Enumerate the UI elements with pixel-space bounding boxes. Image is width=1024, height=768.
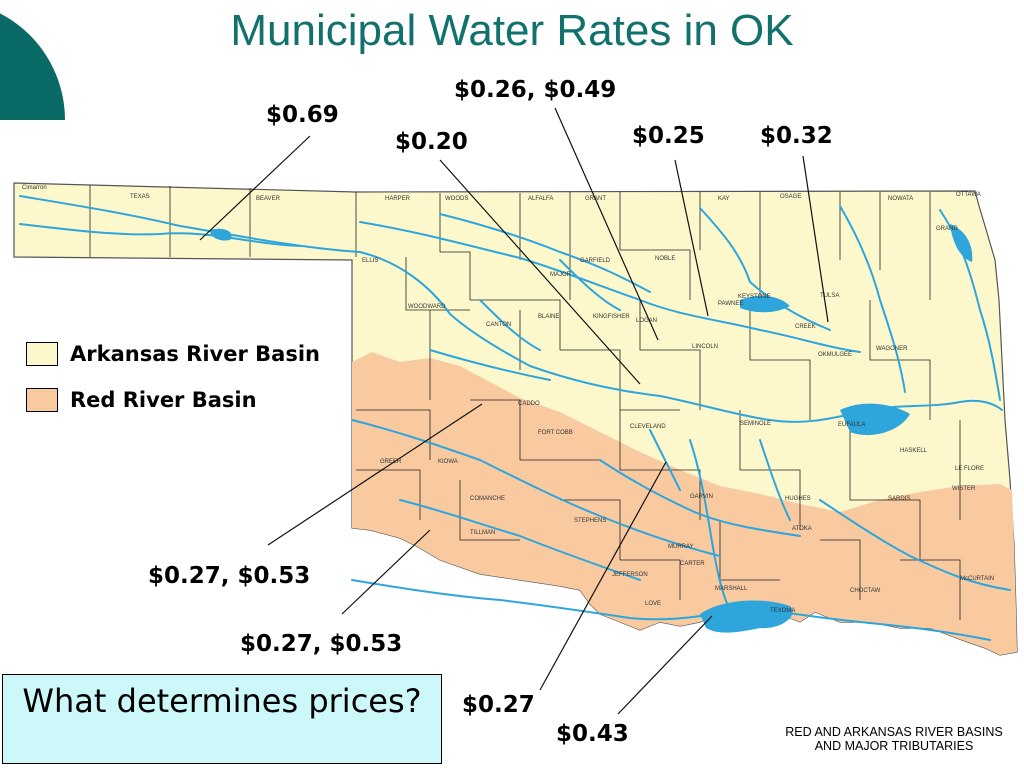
- map-label: TULSA: [820, 293, 839, 299]
- rate-label-texoma: $0.43: [556, 721, 629, 747]
- page-title: Municipal Water Rates in OK: [230, 6, 794, 55]
- map-label: BEAVER: [256, 196, 281, 202]
- rate-label-stillwater: $0.25: [632, 123, 705, 149]
- map-label: TEXAS: [130, 194, 150, 200]
- map-label: EUFAULA: [838, 422, 865, 428]
- lake-grand: [950, 224, 973, 262]
- lake-eufaula: [840, 403, 910, 436]
- map-label: LINCOLN: [692, 344, 718, 350]
- map-label: GREER: [380, 459, 402, 465]
- leader-line: [674, 159, 709, 317]
- map-label: OTTAWA: [956, 192, 981, 198]
- leader-line: [802, 155, 829, 323]
- corner-decoration: [0, 0, 66, 120]
- map-label: KINGFISHER: [593, 314, 630, 320]
- leader-line: [539, 461, 667, 691]
- map-label: KIOWA: [438, 459, 458, 465]
- lake-texas-county: [210, 228, 232, 241]
- leader-line: [617, 615, 713, 715]
- legend-item-arkansas: Arkansas River Basin: [26, 331, 320, 377]
- map-label: WOODS: [445, 196, 468, 202]
- map-label: WOODWARD: [408, 304, 446, 310]
- map-label: CREEK: [795, 324, 816, 330]
- map-label: CADDO: [518, 401, 540, 407]
- lakes: [210, 224, 973, 633]
- question-box: What determines prices?: [2, 674, 442, 764]
- leader-line: [439, 159, 641, 385]
- map-label: TILLMAN: [470, 530, 495, 536]
- map-label: CHOCTAW: [850, 588, 881, 594]
- leader-line: [341, 529, 431, 615]
- map-label: SARDIS: [888, 496, 910, 502]
- map-caption: RED AND ARKANSAS RIVER BASINS AND MAJOR …: [776, 725, 1012, 753]
- map-label: ELLIS: [362, 258, 378, 264]
- leader-line: [267, 403, 483, 546]
- legend-swatch-arkansas: [26, 342, 58, 366]
- caption-line: AND MAJOR TRIBUTARIES: [814, 739, 974, 753]
- map-label: GRAND: [936, 226, 958, 232]
- map-label: HUGHES: [785, 496, 811, 502]
- rate-label-tulsa: $0.32: [760, 123, 833, 149]
- leader-line: [554, 107, 659, 341]
- legend-label: Arkansas River Basin: [70, 342, 320, 366]
- map-label: PAWNEE: [718, 301, 743, 307]
- map-label: WAGONER: [876, 346, 908, 352]
- legend-swatch-red: [26, 388, 58, 412]
- map-label: LOVE: [645, 601, 661, 607]
- map-label: GARFIELD: [580, 258, 611, 264]
- legend-item-red: Red River Basin: [26, 377, 320, 423]
- rate-label-altus-1: $0.27, $0.53: [148, 563, 311, 589]
- lake-keystone: [740, 295, 790, 313]
- county-boundaries: [89, 185, 961, 620]
- map-label: STEPHENS: [574, 518, 606, 524]
- corner-arc: [0, 13, 65, 120]
- map-label: COMANCHE: [470, 496, 505, 502]
- map-label: MAJOR: [550, 272, 572, 278]
- map-label: OKMULGEE: [818, 352, 852, 358]
- map-label: McCURTAIN: [960, 576, 994, 582]
- map-label: FORT COBB: [538, 430, 573, 436]
- map-label: CLEVELAND: [630, 424, 666, 430]
- rate-label-guymon: $0.69: [266, 102, 339, 128]
- map-label: HASKELL: [900, 448, 928, 454]
- map-label: LE FLORE: [955, 466, 984, 472]
- map-label: WISTER: [952, 486, 976, 492]
- map-label: JEFFERSON: [612, 572, 648, 578]
- map-label: BLAINE: [538, 314, 559, 320]
- map-label: GARVIN: [690, 494, 713, 500]
- map-label: MARSHALL: [715, 586, 748, 592]
- rate-label-enid: $0.26, $0.49: [454, 77, 617, 103]
- map-label: CARTER: [680, 561, 705, 567]
- leader-lines: [199, 107, 829, 715]
- map-label: ATOKA: [792, 526, 812, 532]
- map-label: CANTON: [486, 322, 511, 328]
- map-label: OSAGE: [780, 194, 801, 200]
- rate-label-altus-2: $0.27, $0.53: [240, 631, 403, 657]
- map-legend: Arkansas River Basin Red River Basin: [26, 331, 320, 423]
- map-label: HARPER: [385, 196, 411, 202]
- map-label: TEXOMA: [770, 608, 795, 614]
- map-label: NOBLE: [655, 256, 675, 262]
- leader-line: [199, 135, 311, 241]
- rate-label-ardmore: $0.27: [462, 692, 535, 718]
- map-label: LOGAN: [636, 318, 657, 324]
- map-label: KEYSTONE: [738, 294, 771, 300]
- map-labels: Cimarron TEXAS BEAVER HARPER WOODS ALFAL…: [22, 185, 994, 614]
- map-label: NOWATA: [888, 196, 913, 202]
- legend-label: Red River Basin: [70, 388, 257, 412]
- rate-label-okc: $0.20: [395, 129, 468, 155]
- map-label: SEMINOLE: [740, 421, 771, 427]
- map-label: Cimarron: [22, 185, 47, 191]
- map-label: KAY: [718, 196, 730, 202]
- question-text: What determines prices?: [22, 682, 422, 720]
- lake-texoma: [700, 600, 793, 633]
- map-label: ALFALFA: [528, 196, 553, 202]
- map-label: MURRAY: [668, 544, 694, 550]
- caption-line: RED AND ARKANSAS RIVER BASINS: [785, 725, 1003, 739]
- red-river-basin-area: [352, 352, 1017, 655]
